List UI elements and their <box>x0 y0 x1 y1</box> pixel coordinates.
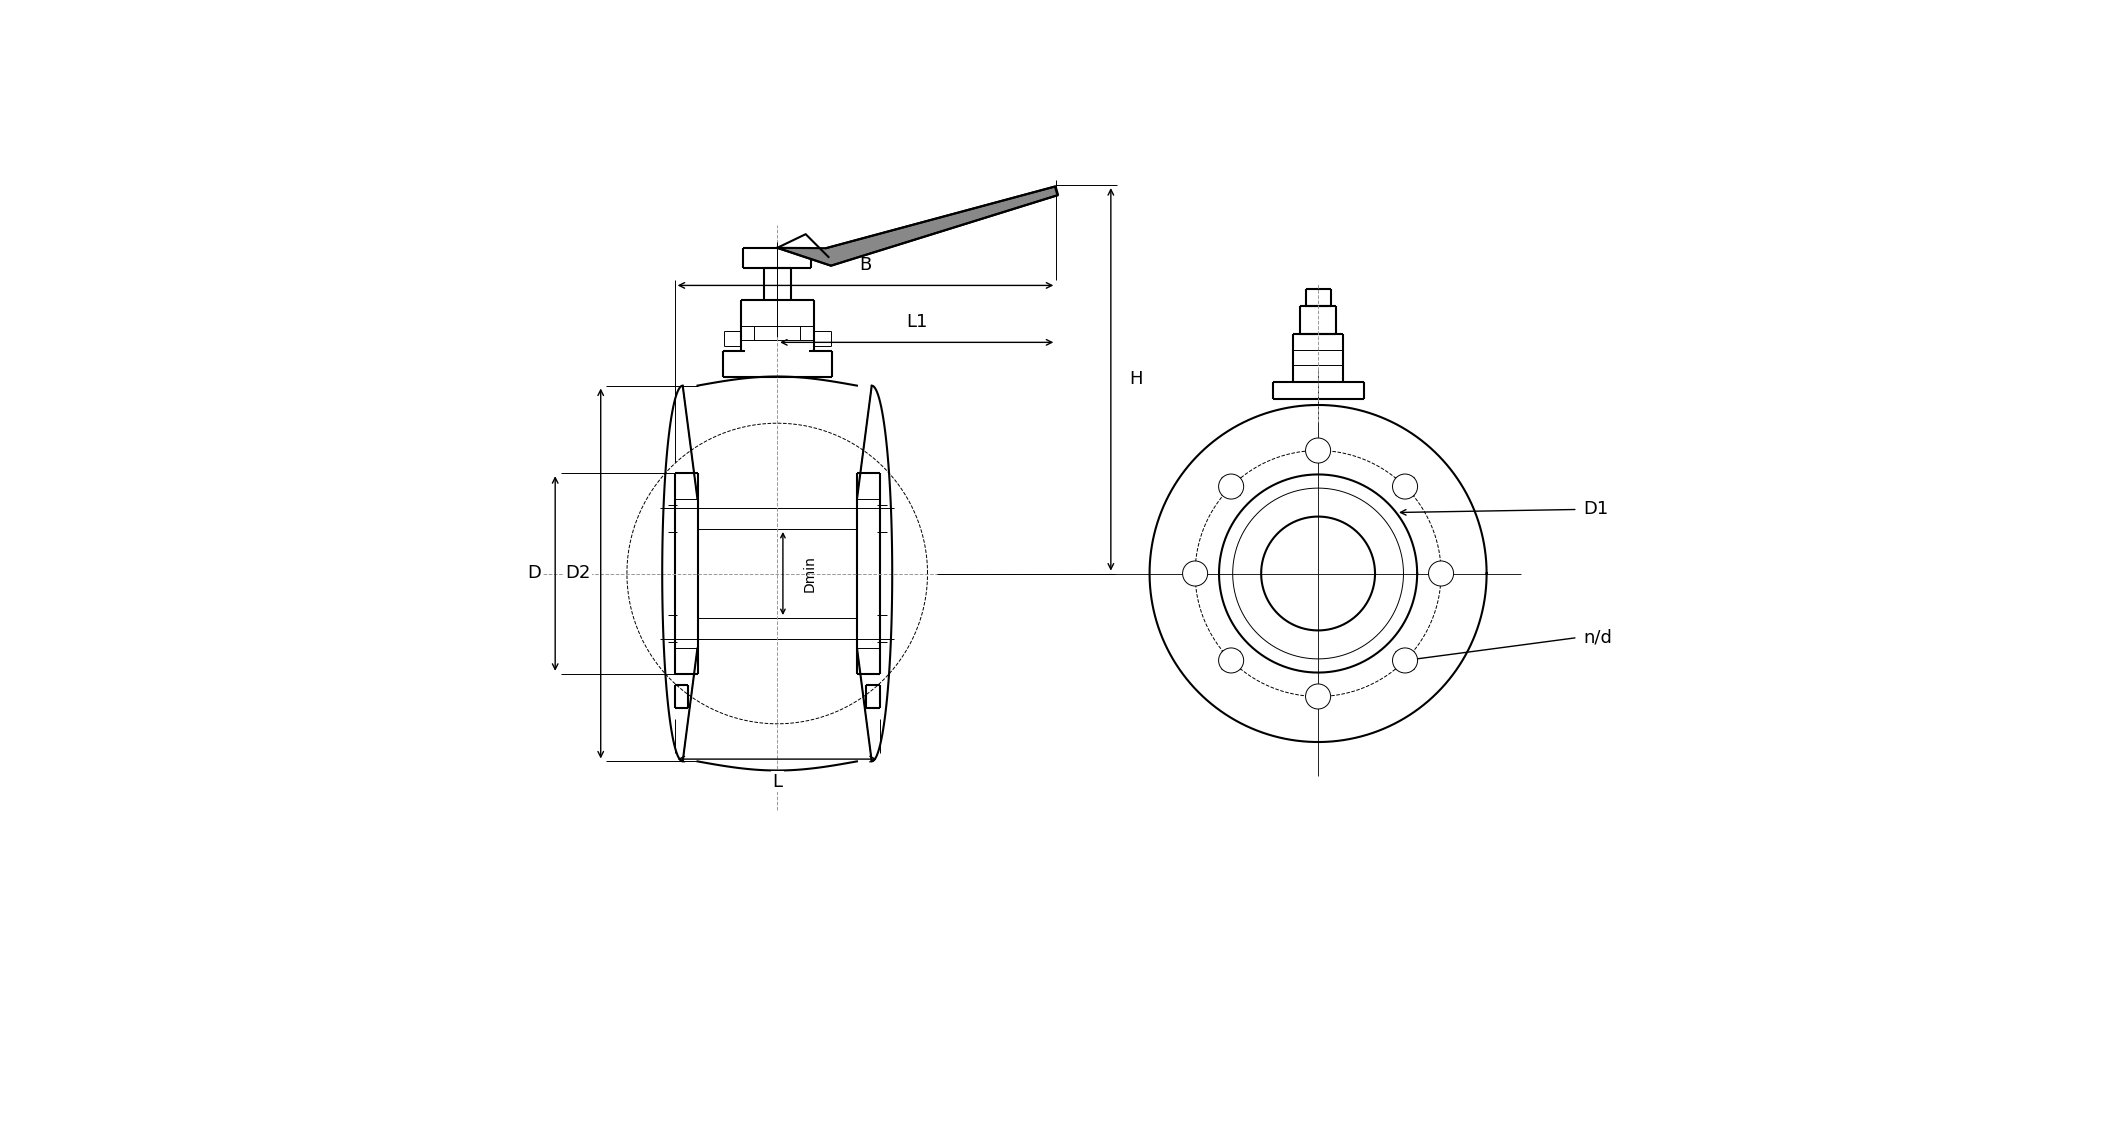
Text: H: H <box>1128 370 1143 389</box>
Text: D: D <box>527 564 542 583</box>
Polygon shape <box>777 187 1057 266</box>
Circle shape <box>1429 561 1454 586</box>
Circle shape <box>1393 474 1418 499</box>
Circle shape <box>1393 648 1418 673</box>
Text: D2: D2 <box>565 564 590 583</box>
Circle shape <box>1305 684 1330 709</box>
Circle shape <box>1219 474 1244 499</box>
Text: B: B <box>859 256 872 274</box>
Text: Dmin: Dmin <box>803 555 817 592</box>
Text: n/d: n/d <box>1584 629 1611 647</box>
Circle shape <box>1305 438 1330 463</box>
Circle shape <box>1183 561 1208 586</box>
Text: L: L <box>773 773 782 791</box>
Text: D1: D1 <box>1584 500 1609 518</box>
Text: L1: L1 <box>906 313 927 330</box>
Circle shape <box>1219 648 1244 673</box>
